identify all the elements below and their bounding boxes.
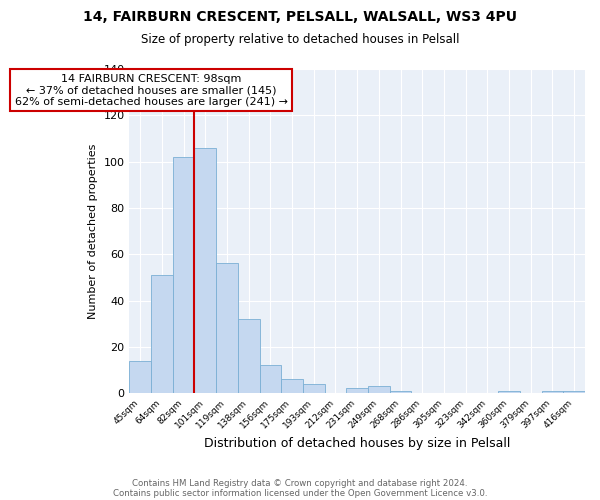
Bar	[346, 388, 368, 393]
Bar	[151, 275, 173, 393]
Text: Size of property relative to detached houses in Pelsall: Size of property relative to detached ho…	[141, 32, 459, 46]
Bar	[498, 391, 520, 393]
Text: 14, FAIRBURN CRESCENT, PELSALL, WALSALL, WS3 4PU: 14, FAIRBURN CRESCENT, PELSALL, WALSALL,…	[83, 10, 517, 24]
Bar	[194, 148, 216, 393]
Bar	[368, 386, 390, 393]
Bar	[173, 157, 194, 393]
X-axis label: Distribution of detached houses by size in Pelsall: Distribution of detached houses by size …	[204, 437, 511, 450]
Y-axis label: Number of detached properties: Number of detached properties	[88, 144, 98, 318]
Text: Contains public sector information licensed under the Open Government Licence v3: Contains public sector information licen…	[113, 488, 487, 498]
Text: 14 FAIRBURN CRESCENT: 98sqm
← 37% of detached houses are smaller (145)
62% of se: 14 FAIRBURN CRESCENT: 98sqm ← 37% of det…	[14, 74, 287, 107]
Bar	[238, 319, 260, 393]
Bar	[390, 391, 412, 393]
Bar	[542, 391, 563, 393]
Bar	[303, 384, 325, 393]
Bar	[216, 264, 238, 393]
Bar	[260, 366, 281, 393]
Bar	[281, 379, 303, 393]
Bar	[130, 360, 151, 393]
Bar	[563, 391, 585, 393]
Text: Contains HM Land Registry data © Crown copyright and database right 2024.: Contains HM Land Registry data © Crown c…	[132, 478, 468, 488]
